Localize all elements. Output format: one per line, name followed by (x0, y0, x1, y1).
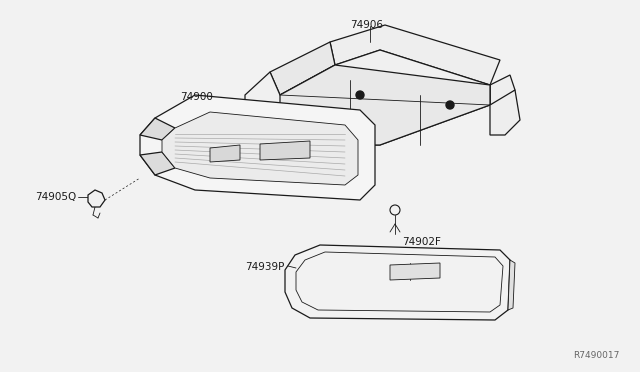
Text: 74900: 74900 (180, 92, 213, 102)
Polygon shape (140, 95, 375, 200)
Text: 74906: 74906 (350, 20, 383, 30)
Circle shape (446, 101, 454, 109)
Polygon shape (245, 50, 490, 145)
Polygon shape (508, 260, 515, 310)
Polygon shape (270, 42, 335, 95)
Text: 74905Q: 74905Q (35, 192, 76, 202)
Text: 74939P: 74939P (245, 262, 284, 272)
Polygon shape (490, 90, 520, 135)
Polygon shape (162, 112, 358, 185)
Polygon shape (390, 263, 440, 280)
Text: 74902F: 74902F (402, 237, 441, 247)
Polygon shape (88, 190, 105, 207)
Polygon shape (140, 152, 175, 175)
Polygon shape (285, 245, 510, 320)
Polygon shape (280, 65, 490, 145)
Text: R7490017: R7490017 (573, 351, 620, 360)
Polygon shape (260, 141, 310, 160)
Polygon shape (210, 145, 240, 162)
Polygon shape (330, 25, 500, 85)
Polygon shape (490, 75, 515, 105)
Polygon shape (140, 118, 175, 140)
Circle shape (356, 91, 364, 99)
